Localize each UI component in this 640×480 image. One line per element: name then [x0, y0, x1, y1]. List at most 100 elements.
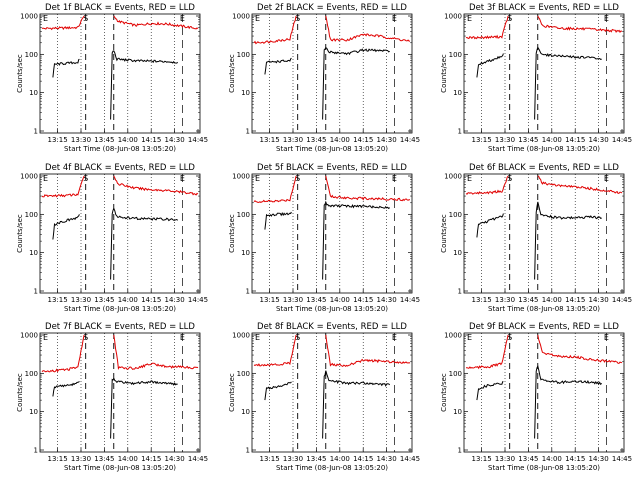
- event-rate-series: [322, 370, 391, 439]
- x-axis-label: Start Time (08-Jun-08 13:05:20): [64, 464, 176, 472]
- interval-marker-label: E: [180, 333, 185, 342]
- x-tick-label: 13:30: [283, 455, 303, 463]
- plot-frame: [463, 332, 625, 453]
- event-rate-series: [476, 213, 504, 238]
- lld-rate-series: [253, 175, 297, 203]
- y-axis-label: Counts/sec: [228, 373, 236, 412]
- event-rate-series: [264, 381, 292, 401]
- event-rate-series: [476, 53, 504, 78]
- interval-marker-label: E: [467, 174, 472, 183]
- x-tick-label: 14:30: [165, 136, 185, 144]
- x-tick-label: 14:30: [589, 296, 609, 304]
- y-tick-label: 10: [29, 408, 38, 416]
- x-tick-label: 13:45: [306, 296, 326, 304]
- x-tick-label: 14:45: [400, 455, 420, 463]
- x-tick-label: 14:45: [188, 455, 208, 463]
- x-axis-label: Start Time (08-Jun-08 13:05:20): [276, 464, 388, 472]
- interval-marker-label: E: [255, 14, 260, 23]
- interval-marker-label: S: [507, 333, 512, 342]
- y-tick-label: 1: [34, 447, 38, 455]
- interval-marker-label: E: [392, 174, 397, 183]
- lld-rate-series: [537, 15, 623, 33]
- x-tick-label: 14:15: [353, 455, 373, 463]
- lld-rate-series: [113, 15, 199, 30]
- y-tick-label: 1000: [232, 13, 250, 21]
- event-rate-series: [52, 58, 80, 78]
- x-tick-label: 13:45: [94, 296, 114, 304]
- interval-marker-label: E: [43, 333, 48, 342]
- x-tick-label: 14:30: [377, 296, 397, 304]
- panel-title: Det 7f BLACK = Events, RED = LLD: [45, 322, 195, 332]
- plot-frame: [39, 13, 201, 134]
- lld-rate-series: [113, 334, 199, 371]
- y-tick-label: 10: [453, 249, 462, 257]
- event-rate-series: [52, 214, 80, 240]
- y-tick-label: 10: [29, 89, 38, 97]
- panel-title: Det 6f BLACK = Events, RED = LLD: [469, 163, 619, 173]
- x-tick-label: 14:30: [589, 136, 609, 144]
- detector-panel: Det 1f BLACK = Events, RED = LLD 1 10 100 10…: [16, 3, 208, 153]
- interval-marker-label: E: [43, 174, 48, 183]
- x-tick-label: 14:15: [141, 455, 161, 463]
- y-tick-label: 1000: [20, 332, 38, 340]
- x-tick-label: 13:30: [495, 136, 515, 144]
- detector-panel: Det 2f BLACK = Events, RED = LLD 1 10 100 10…: [228, 3, 420, 153]
- interval-marker-label: E: [43, 14, 48, 23]
- interval-marker-label: S: [295, 14, 300, 23]
- x-tick-label: 14:45: [188, 296, 208, 304]
- y-tick-label: 10: [453, 408, 462, 416]
- event-rate-series: [264, 57, 292, 75]
- x-tick-label: 13:30: [495, 296, 515, 304]
- x-tick-label: 13:45: [518, 455, 538, 463]
- x-tick-label: 14:45: [612, 296, 632, 304]
- lld-rate-series: [537, 334, 623, 364]
- lld-rate-series: [465, 175, 509, 195]
- y-tick-label: 1000: [20, 173, 38, 181]
- lld-rate-series: [537, 175, 623, 194]
- interval-marker-label: S: [83, 14, 88, 23]
- x-tick-label: 13:15: [472, 296, 492, 304]
- y-tick-label: 1000: [444, 173, 462, 181]
- interval-marker-label: S: [507, 14, 512, 23]
- x-tick-label: 14:15: [565, 136, 585, 144]
- lld-rate-series: [41, 334, 85, 373]
- x-tick-label: 14:00: [542, 455, 562, 463]
- y-tick-label: 1: [246, 288, 250, 296]
- y-axis-label: Counts/sec: [228, 54, 236, 93]
- lld-rate-series: [325, 175, 410, 202]
- panel-title: Det 5f BLACK = Events, RED = LLD: [257, 163, 407, 173]
- interval-marker-label: S: [295, 333, 300, 342]
- interval-marker-label: S: [507, 174, 512, 183]
- event-rate-series: [534, 364, 603, 439]
- x-tick-label: 13:30: [283, 296, 303, 304]
- x-axis-label: Start Time (08-Jun-08 13:05:20): [488, 305, 600, 313]
- x-tick-label: 14:00: [330, 136, 350, 144]
- panel-title: Det 2f BLACK = Events, RED = LLD: [257, 3, 407, 13]
- plot-frame: [463, 173, 625, 294]
- y-tick-label: 1: [246, 128, 250, 136]
- y-axis-label: Counts/sec: [228, 214, 236, 253]
- x-tick-label: 14:00: [118, 136, 138, 144]
- x-tick-label: 14:00: [118, 455, 138, 463]
- y-tick-label: 100: [449, 370, 462, 378]
- x-tick-label: 14:00: [542, 296, 562, 304]
- x-tick-label: 14:15: [353, 296, 373, 304]
- x-axis-label: Start Time (08-Jun-08 13:05:20): [488, 145, 600, 153]
- detector-panel: Det 4f BLACK = Events, RED = LLD 1 10 100 10…: [16, 163, 208, 313]
- panel-title: Det 9f BLACK = Events, RED = LLD: [469, 322, 619, 332]
- lld-rate-series: [253, 334, 297, 367]
- y-tick-label: 1000: [20, 13, 38, 21]
- x-tick-label: 14:15: [565, 455, 585, 463]
- x-tick-label: 14:30: [165, 455, 185, 463]
- x-tick-label: 14:15: [141, 136, 161, 144]
- x-tick-label: 13:45: [94, 455, 114, 463]
- event-rate-series: [534, 46, 602, 120]
- x-tick-label: 14:45: [400, 296, 420, 304]
- interval-marker-label: E: [604, 174, 609, 183]
- event-rate-series: [110, 377, 178, 439]
- event-rate-series: [322, 200, 391, 280]
- x-tick-label: 14:00: [118, 296, 138, 304]
- y-tick-label: 100: [449, 211, 462, 219]
- y-tick-label: 10: [453, 89, 462, 97]
